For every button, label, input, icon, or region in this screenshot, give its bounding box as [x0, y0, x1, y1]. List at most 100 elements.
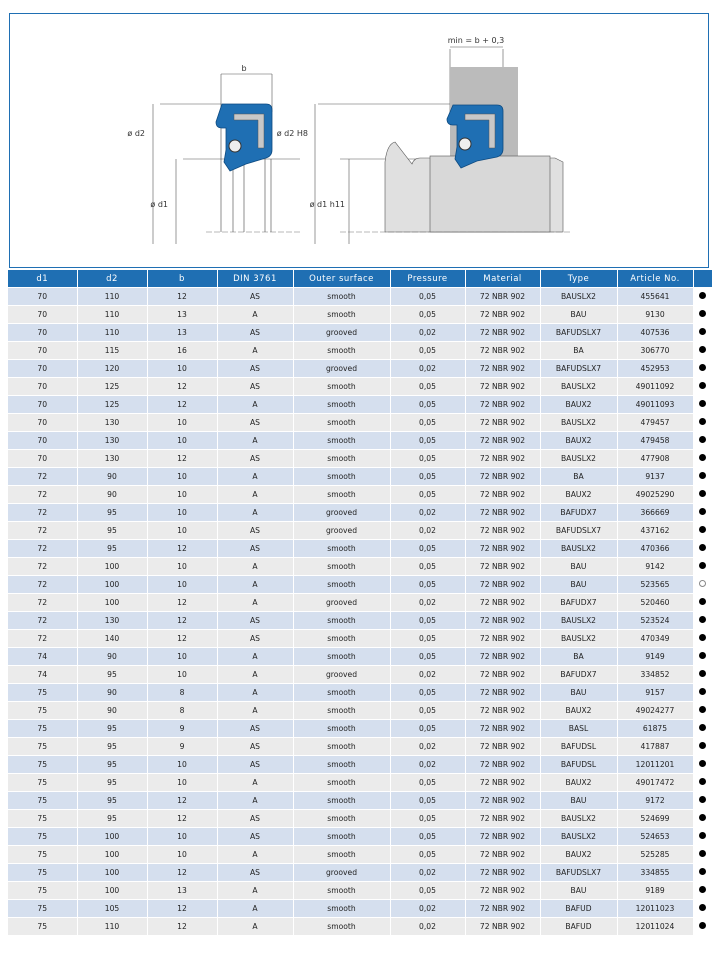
outer-diameter-label: ø d2	[127, 129, 145, 138]
filled-circle-icon	[699, 418, 706, 425]
cell-article-no: 477908	[617, 449, 694, 468]
cell-article-no: 479457	[617, 413, 694, 432]
cell-din-3761: A	[217, 575, 294, 594]
cell-b: 12	[147, 863, 218, 882]
cell-din-3761: A	[217, 593, 294, 612]
availability-cell	[693, 431, 713, 450]
cell-outer-surface: smooth	[293, 791, 391, 810]
cell-pressure: 0,02	[390, 323, 466, 342]
availability-cell	[693, 791, 713, 810]
cell-d2: 125	[77, 395, 148, 414]
cell-din-3761: A	[217, 557, 294, 576]
filled-circle-icon	[699, 454, 706, 461]
availability-cell	[693, 773, 713, 792]
table-header: d1 d2 b DIN 3761 Outer surface Pressure Materi…	[8, 270, 713, 288]
filled-circle-icon	[699, 634, 706, 641]
column-header-availability	[693, 270, 713, 288]
cell-type: BAFUDSLX7	[540, 863, 618, 882]
cell-d2: 100	[77, 557, 148, 576]
cell-d2: 115	[77, 341, 148, 360]
availability-cell	[693, 845, 713, 864]
cell-material: 72 NBR 902	[465, 467, 541, 486]
cell-pressure: 0,05	[390, 431, 466, 450]
cell-din-3761: AS	[217, 629, 294, 648]
cell-material: 72 NBR 902	[465, 665, 541, 684]
cell-type: BAUSLX2	[540, 539, 618, 558]
cell-b: 8	[147, 683, 218, 702]
cell-type: BAUX2	[540, 773, 618, 792]
cell-d2: 90	[77, 467, 148, 486]
availability-cell	[693, 917, 713, 935]
cell-type: BAFUDSLX7	[540, 521, 618, 540]
cell-d2: 110	[77, 287, 148, 306]
cell-article-no: 366669	[617, 503, 694, 522]
cell-article-no: 49025290	[617, 485, 694, 504]
cell-d2: 100	[77, 881, 148, 900]
cell-b: 12	[147, 917, 218, 935]
cell-din-3761: A	[217, 791, 294, 810]
seal-installed-right	[314, 46, 570, 244]
availability-cell	[693, 665, 713, 684]
cell-d2: 100	[77, 575, 148, 594]
cell-d2: 95	[77, 737, 148, 756]
cell-pressure: 0,05	[390, 557, 466, 576]
cell-type: BAUSLX2	[540, 827, 618, 846]
cell-pressure: 0,02	[390, 737, 466, 756]
cell-type: BAUX2	[540, 701, 618, 720]
cell-outer-surface: grooved	[293, 863, 391, 882]
cell-article-no: 407536	[617, 323, 694, 342]
cell-pressure: 0,02	[390, 665, 466, 684]
cell-article-no: 12011201	[617, 755, 694, 774]
cell-material: 72 NBR 902	[465, 845, 541, 864]
availability-cell	[693, 485, 713, 504]
cell-pressure: 0,05	[390, 647, 466, 666]
cell-din-3761: AS	[217, 287, 294, 306]
cell-b: 10	[147, 485, 218, 504]
cell-b: 9	[147, 719, 218, 738]
cell-pressure: 0,02	[390, 359, 466, 378]
cell-type: BA	[540, 341, 618, 360]
cell-outer-surface: grooved	[293, 593, 391, 612]
cell-article-no: 9137	[617, 467, 694, 486]
cell-d1: 75	[8, 755, 78, 774]
table-row: 70 125 12 AS smooth 0,05 72 NBR 902 BAUSLX2 4901…	[8, 377, 713, 396]
filled-circle-icon	[699, 598, 706, 605]
cell-d1: 72	[8, 575, 78, 594]
cell-din-3761: AS	[217, 413, 294, 432]
cell-b: 10	[147, 773, 218, 792]
cell-din-3761: A	[217, 503, 294, 522]
cell-pressure: 0,05	[390, 683, 466, 702]
filled-circle-icon	[699, 688, 706, 695]
drawing-frame: b ø d2 ø d1 min = b + 0,3 ø d2 H8 ø d1 h…	[9, 13, 709, 268]
cell-material: 72 NBR 902	[465, 377, 541, 396]
cell-pressure: 0,05	[390, 809, 466, 828]
cell-material: 72 NBR 902	[465, 539, 541, 558]
availability-cell	[693, 305, 713, 324]
filled-circle-icon	[699, 832, 706, 839]
cell-pressure: 0,02	[390, 503, 466, 522]
cell-b: 12	[147, 593, 218, 612]
cell-pressure: 0,05	[390, 881, 466, 900]
cell-pressure: 0,05	[390, 539, 466, 558]
cell-type: BAFUDSL	[540, 737, 618, 756]
availability-cell	[693, 755, 713, 774]
availability-cell	[693, 899, 713, 918]
cell-d2: 110	[77, 917, 148, 935]
cell-din-3761: A	[217, 305, 294, 324]
cell-article-no: 525285	[617, 845, 694, 864]
cell-pressure: 0,05	[390, 485, 466, 504]
availability-cell	[693, 719, 713, 738]
cell-material: 72 NBR 902	[465, 899, 541, 918]
filled-circle-icon	[699, 472, 706, 479]
cell-article-no: 520460	[617, 593, 694, 612]
table-row: 70 120 10 AS grooved 0,02 72 NBR 902 BAFUDSLX7 4…	[8, 359, 713, 378]
filled-circle-icon	[699, 310, 706, 317]
availability-cell	[693, 341, 713, 360]
column-header-d2: d2	[77, 270, 148, 288]
